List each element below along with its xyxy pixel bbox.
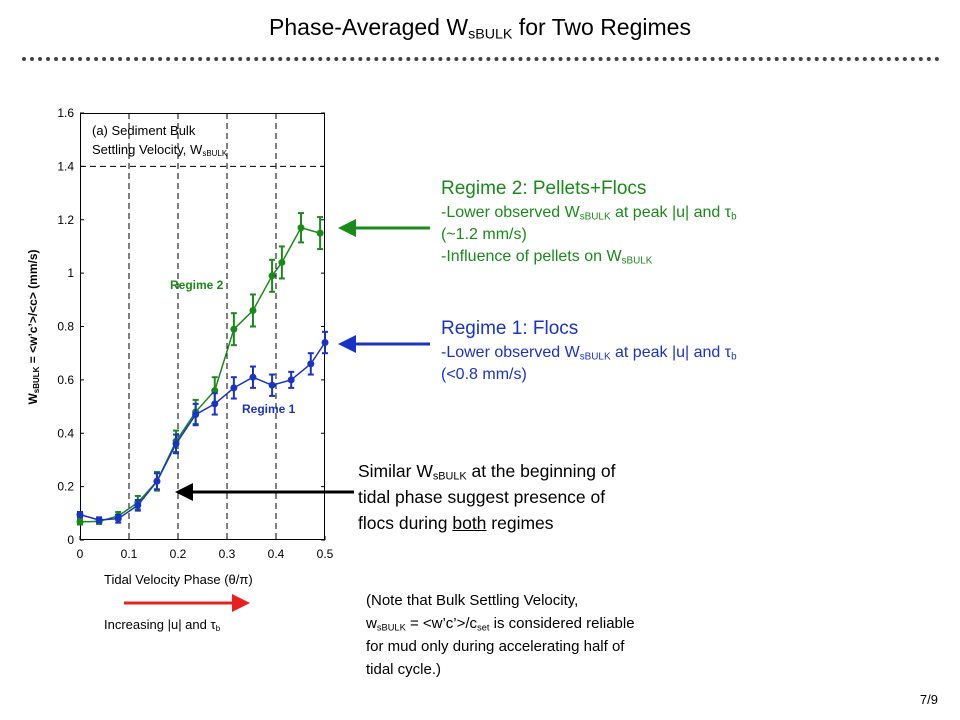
regime-1-point bbox=[211, 400, 219, 408]
x-tick-label: 0.5 bbox=[317, 547, 334, 561]
regime-1-heading: Regime 1: Flocs bbox=[441, 318, 579, 339]
regime-2-point bbox=[278, 258, 286, 266]
regime-2-point bbox=[297, 224, 305, 232]
regime-2-point bbox=[249, 306, 257, 314]
x-axis-label: Tidal Velocity Phase (θ/π) bbox=[104, 572, 253, 587]
regime-1-point bbox=[172, 440, 180, 448]
y-tick-label: 0.8 bbox=[57, 320, 74, 334]
regime-2-callout: Regime 2: Pellets+Flocs -Lower observed … bbox=[441, 178, 737, 267]
regime-1-point bbox=[230, 384, 238, 392]
y-tick-label: 0.6 bbox=[57, 373, 74, 387]
regime-1-series-label: Regime 1 bbox=[242, 402, 296, 416]
regime-1-point bbox=[321, 339, 329, 347]
regime-1-point bbox=[114, 515, 122, 523]
regime-2-heading: Regime 2: Pellets+Flocs bbox=[441, 178, 647, 199]
x-tick-label: 0.1 bbox=[121, 547, 138, 561]
x-tick-label: 0.4 bbox=[268, 547, 285, 561]
regime-2-line bbox=[79, 226, 321, 523]
regime-1-point bbox=[134, 501, 142, 509]
y-tick-label: 1 bbox=[67, 266, 74, 280]
regime-1-point bbox=[192, 411, 200, 419]
slide-title: Phase-Averaged WsBULK for Two Regimes bbox=[269, 14, 691, 43]
y-tick-label: 1.2 bbox=[57, 213, 74, 227]
regime-2-series-label: Regime 2 bbox=[170, 278, 224, 292]
y-tick-label: 1.6 bbox=[57, 106, 74, 120]
regime-1-point bbox=[287, 376, 295, 384]
regime-1-point bbox=[95, 516, 103, 524]
regime-1-point bbox=[307, 360, 315, 368]
regime-2-point bbox=[316, 229, 324, 237]
y-tick-label: 0 bbox=[67, 533, 74, 547]
title-divider bbox=[22, 57, 940, 61]
x-tick-label: 0 bbox=[77, 547, 84, 561]
panel-label: (a) Sediment Bulk Settling Velocity, WsB… bbox=[92, 123, 228, 158]
y-tick-label: 0.4 bbox=[57, 426, 74, 440]
regime-2-point bbox=[230, 325, 238, 333]
y-tick-label: 1.4 bbox=[57, 159, 74, 173]
regime-1-point bbox=[76, 511, 84, 519]
regime-1-callout: Regime 1: Flocs -Lower observed WsBULK a… bbox=[441, 318, 737, 383]
y-axis-label: WsBULK = <w’c’>/<c> (mm/s) bbox=[26, 249, 41, 405]
x-tick-label: 0.2 bbox=[170, 547, 187, 561]
reliability-note: (Note that Bulk Settling Velocity, wsBUL… bbox=[366, 592, 635, 678]
x-tick-label: 0.3 bbox=[219, 547, 236, 561]
y-tick-label: 0.2 bbox=[57, 480, 74, 494]
increasing-velocity-label: Increasing |u| and τb bbox=[104, 617, 221, 633]
regime-1-point bbox=[249, 373, 257, 381]
regime-2-point bbox=[76, 518, 84, 526]
page-number: 7/9 bbox=[919, 692, 938, 707]
regime-1-point bbox=[153, 477, 161, 485]
regime-2-point bbox=[268, 272, 276, 280]
regime-1-point bbox=[268, 381, 276, 389]
similar-values-callout: Similar WsBULK at the beginning of tidal… bbox=[358, 461, 616, 533]
